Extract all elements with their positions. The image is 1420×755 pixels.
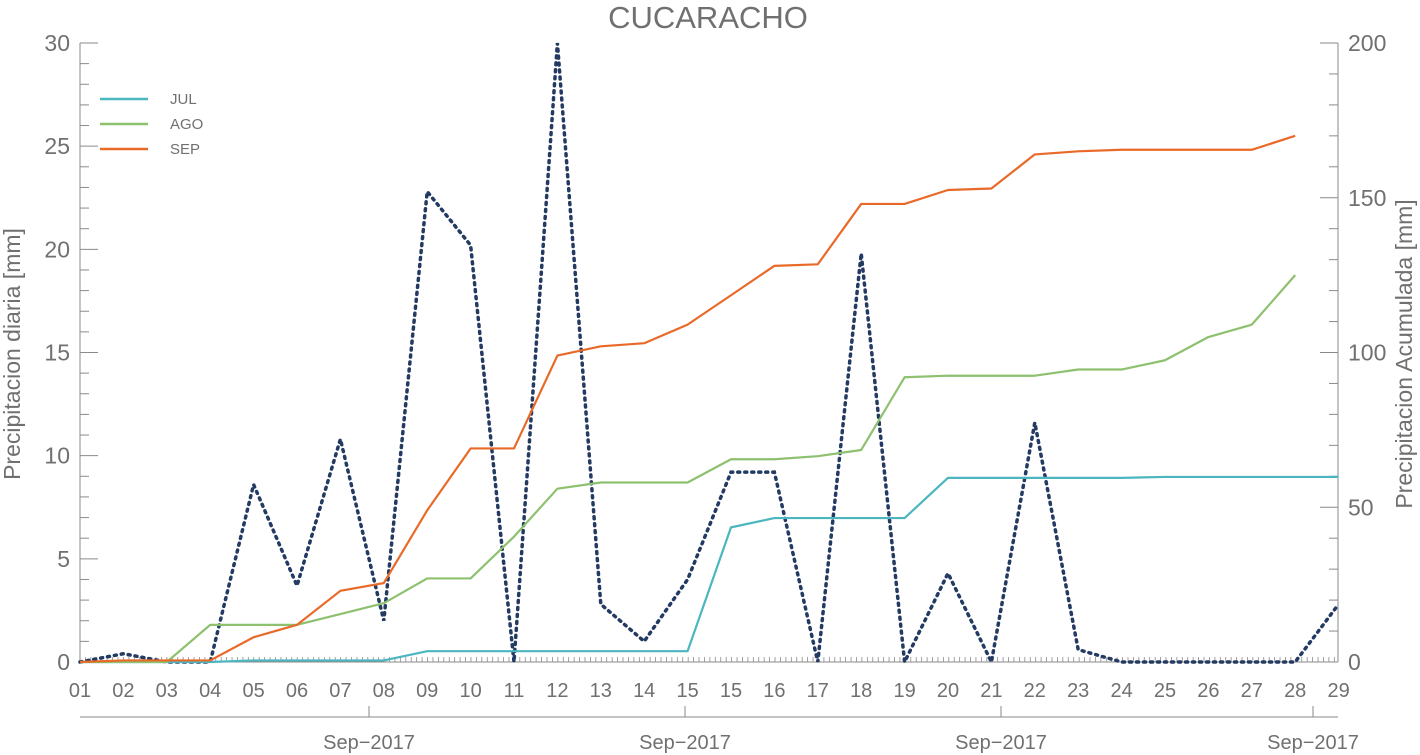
- y-left-tick-label: 10: [44, 443, 70, 469]
- x-tick-label: 23: [1067, 680, 1089, 702]
- y-right-tick-label: 200: [1348, 30, 1386, 56]
- x-tick-label: 09: [416, 680, 438, 702]
- legend: JUL AGO SEP: [100, 91, 203, 158]
- y-left-tick-label: 0: [57, 649, 70, 675]
- legend-label-jul: JUL: [170, 91, 197, 108]
- y-right-tick-label: 150: [1348, 185, 1386, 211]
- x-tick-label: 27: [1241, 680, 1263, 702]
- x-tick-label: 15: [676, 680, 698, 702]
- series-line-ago: [80, 274, 1297, 664]
- x-tick-label: 19: [893, 680, 915, 702]
- x-tick-label: 16: [763, 680, 785, 702]
- date-axis-label: Sep−2017: [1267, 732, 1359, 754]
- series-layer: [78, 42, 1341, 669]
- x-tick-label: 13: [590, 680, 612, 702]
- y-axis-right-label: Precipitacion Acumulada [mm]: [1391, 199, 1417, 508]
- x-tick-label: 05: [242, 680, 264, 702]
- chart-title: CUCARACHO: [608, 0, 808, 35]
- date-axis-label: Sep−2017: [323, 732, 415, 754]
- x-tick-label: 29: [1327, 680, 1349, 702]
- daily-precipitation-line: [78, 42, 1341, 669]
- legend-label-ago: AGO: [170, 116, 203, 133]
- series-line-jul: [80, 475, 1339, 664]
- x-tick-label: 06: [286, 680, 308, 702]
- x-tick-label: 22: [1024, 680, 1046, 702]
- x-tick-label: 12: [546, 680, 568, 702]
- x-tick-label: 24: [1110, 680, 1132, 702]
- y-left-tick-label: 15: [44, 340, 70, 366]
- date-axis-label: Sep−2017: [639, 732, 731, 754]
- y-left-tick-label: 20: [44, 236, 70, 262]
- x-tick-label: 01: [69, 680, 91, 702]
- x-tick-label: 03: [156, 680, 178, 702]
- series-line-sep: [79, 134, 1296, 664]
- x-tick-label: 20: [937, 680, 959, 702]
- x-tick-label: 10: [459, 680, 481, 702]
- x-tick-label: 02: [112, 680, 134, 702]
- x-tick-label: 17: [807, 680, 829, 702]
- x-tick-label: 07: [329, 680, 351, 702]
- x-tick-label: 14: [633, 680, 655, 702]
- y-left-tick-label: 30: [44, 30, 70, 56]
- y-left-tick-label: 25: [44, 133, 70, 159]
- legend-label-sep: SEP: [170, 141, 200, 158]
- y-left-tick-label: 5: [57, 546, 70, 572]
- x-tick-label: 15: [720, 680, 742, 702]
- x-tick-label: 11: [504, 680, 525, 702]
- x-tick-label: 08: [373, 680, 395, 702]
- x-tick-label: 04: [199, 680, 221, 702]
- x-tick-label: 21: [980, 680, 1002, 702]
- x-tick-label: 28: [1284, 680, 1306, 702]
- x-tick-label: 18: [850, 680, 872, 702]
- x-tick-label: 25: [1154, 680, 1176, 702]
- y-axis-left-label: Precipitacion diaria [mm]: [0, 228, 25, 480]
- y-right-tick-label: 100: [1348, 340, 1386, 366]
- x-tick-label: 26: [1197, 680, 1219, 702]
- y-right-tick-label: 50: [1348, 494, 1374, 520]
- date-axis-label: Sep−2017: [955, 732, 1047, 754]
- y-right-tick-label: 0: [1348, 649, 1361, 675]
